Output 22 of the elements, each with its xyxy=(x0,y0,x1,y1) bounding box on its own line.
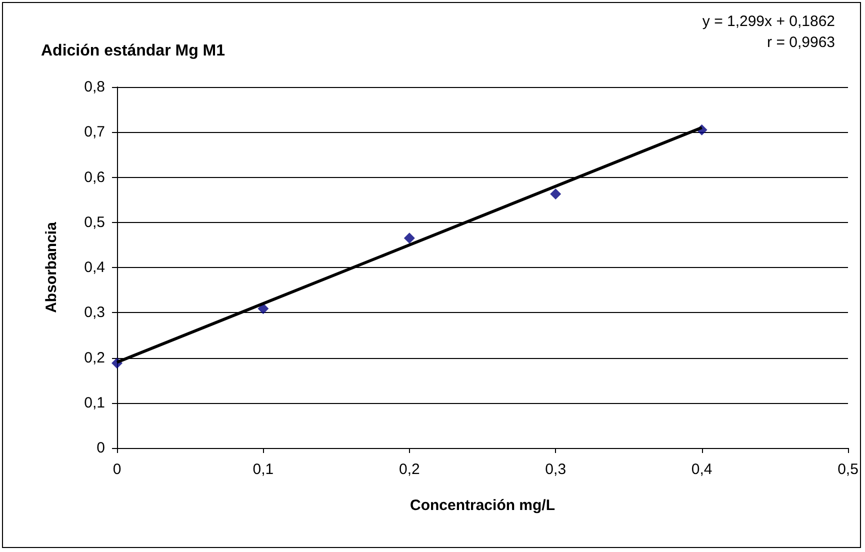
x-tick-label: 0,1 xyxy=(252,461,274,478)
point xyxy=(404,232,415,244)
x-tick-label: 0,4 xyxy=(691,461,712,478)
y-tick-label: 0 xyxy=(96,440,105,456)
y-tick-label: 0,4 xyxy=(84,259,105,276)
x-tick-label: 0,3 xyxy=(545,461,566,478)
y-axis-title: Absorbancia xyxy=(43,221,60,313)
y-tick-label: 0,8 xyxy=(84,78,105,96)
point xyxy=(550,188,562,200)
y-tick-label: 0,7 xyxy=(84,124,105,141)
text: y = 1,299x + 0,1862 xyxy=(702,13,836,30)
x-tick-label: 0,5 xyxy=(838,461,858,478)
y-tick-label: 0,5 xyxy=(84,214,105,231)
y-tick-label: 0,1 xyxy=(84,394,105,412)
y-tick-label: 0,6 xyxy=(84,168,105,186)
y-tick-label: 0,3 xyxy=(84,304,105,322)
x-axis-title: Concentración mg/L xyxy=(410,497,556,514)
y-tick-label: 0,2 xyxy=(84,349,105,366)
text: r = 0,9963 xyxy=(767,34,835,51)
x-tick-label: 0 xyxy=(112,461,122,478)
chart-title: Adición estándar Mg M1 xyxy=(41,42,226,60)
x-tick-label: 0,2 xyxy=(398,461,420,478)
